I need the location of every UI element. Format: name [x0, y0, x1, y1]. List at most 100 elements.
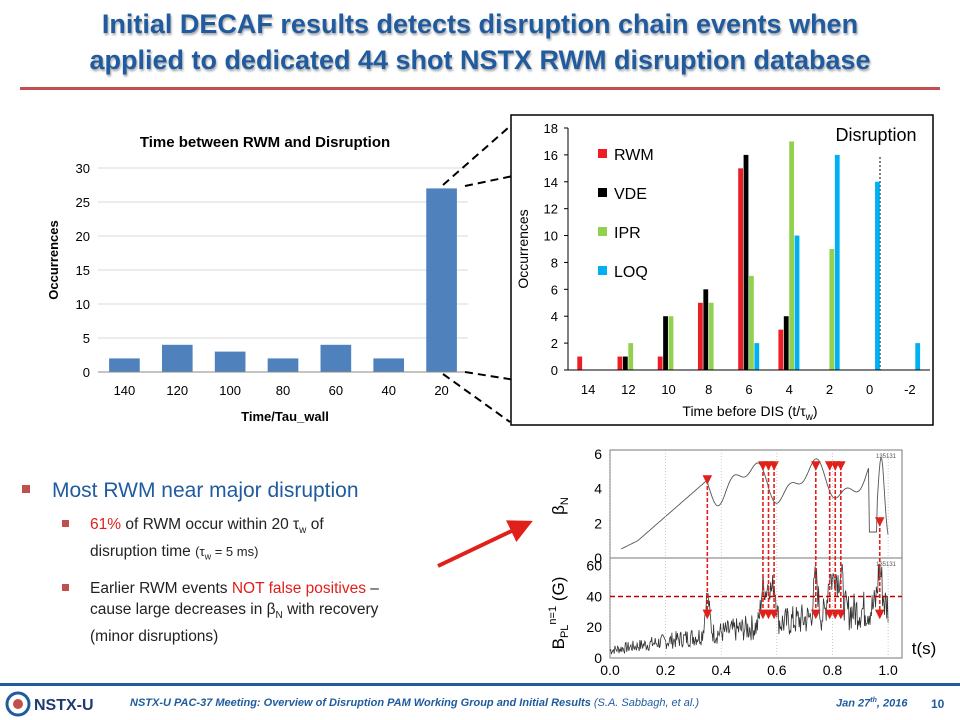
chart3-lower-y-tick: 60 [586, 558, 602, 574]
chart2-x-tick-label: -2 [904, 382, 916, 397]
chart1-bar [267, 358, 299, 372]
chart2-bar-vde [703, 289, 709, 370]
chart1-x-tick-label: 20 [434, 383, 448, 398]
chart1-x-tick-label: 120 [166, 383, 188, 398]
legend-swatch-vde [598, 188, 607, 197]
logo-text: NSTX-U [34, 697, 94, 714]
chart2-y-tick-label: 18 [544, 121, 558, 136]
chart2-title: Disruption [835, 125, 916, 145]
footer-divider [0, 683, 960, 686]
chart3-shot-label-upper: 135131 [876, 454, 897, 460]
chart2-x-tick-label: 0 [866, 382, 873, 397]
legend-label-ipr: IPR [614, 225, 641, 242]
chart3-upper-y-tick: 4 [594, 481, 602, 497]
chart2-bar-rwm [657, 356, 663, 370]
chart1-x-tick-label: 140 [114, 383, 136, 398]
chart2-bar-vde [622, 356, 628, 370]
chart1-y-tick-label: 25 [76, 195, 90, 210]
chart2-bar-vde [783, 316, 789, 370]
chart2-y-tick-label: 0 [551, 363, 558, 378]
chart1-y-tick-label: 5 [83, 331, 90, 346]
chart2-bar-rwm [738, 168, 743, 370]
chart2-x-tick-label: 4 [786, 382, 793, 397]
chart2-y-tick-label: 12 [544, 202, 558, 217]
chart1-x-tick-label: 100 [219, 383, 241, 398]
callout-arrow [437, 520, 533, 568]
slide-title-line1: Initial DECAF results detects disruption… [101, 9, 859, 39]
chart2-y-tick-label: 10 [544, 229, 558, 244]
chart1-x-tick-label: 40 [381, 383, 395, 398]
chart2-x-tick-label: 10 [661, 382, 675, 397]
chart3-x-label: t(s) [912, 639, 937, 658]
chart2-y-tick-label: 2 [551, 336, 558, 351]
chart2-x-tick-label: 2 [826, 382, 833, 397]
chart2-bar-ipr [789, 141, 795, 370]
chart1-y-tick-label: 30 [76, 161, 90, 176]
chart3-upper-frame [609, 449, 903, 559]
chart2-bar-rwm [577, 356, 583, 370]
chart2-x-tick-label: 6 [745, 382, 752, 397]
chart1-bar [320, 344, 352, 372]
chart2-x-label: Time before DIS (t/τw) [682, 403, 817, 423]
footer-text: NSTX-U PAC-37 Meeting: Overview of Disru… [130, 697, 700, 709]
chart2-bar-ipr [829, 249, 835, 370]
chart2-y-tick-label: 16 [544, 148, 558, 163]
chart3-lower-y-tick: 40 [586, 588, 602, 604]
chart2-bar-ipr [708, 302, 714, 370]
slide-title: Initial DECAF results detects disruption… [0, 6, 960, 78]
chart1-y-tick-label: 15 [76, 263, 90, 278]
chart1-x-tick-label: 80 [276, 383, 290, 398]
chart1-gridlines [98, 167, 468, 339]
chart2-x-tick-label: 14 [581, 382, 595, 397]
chart3-upper-y-tick: 2 [594, 515, 602, 531]
disruption-event-grouped-bar-chart: 0 2 4 6 8 10 12 14 16 18 14 12 10 8 6 4 2 0 -2 RWM VDE IPR L… [510, 114, 934, 426]
chart2-frame [510, 114, 934, 426]
legend-label-vde: VDE [614, 186, 647, 203]
bullet-sub-1: 61% of RWM occur within 20 τw of disrupt… [62, 514, 522, 568]
bullet-square-icon [22, 485, 30, 493]
chart1-y-tick-label: 20 [76, 229, 90, 244]
chart3-x-tick: 0.8 [823, 662, 843, 678]
chart2-y-ticks: 0 2 4 6 8 10 12 14 16 18 [544, 121, 568, 378]
chart2-bar-rwm [617, 356, 623, 370]
chart2-bar-ipr [628, 343, 634, 370]
chart2-bar-loq [875, 181, 880, 370]
chart2-bar-ipr [749, 275, 754, 370]
footer-date: Jan 27th, 2016 [836, 697, 908, 710]
legend-label-loq: LOQ [614, 264, 648, 281]
bullet-sub-2: Earlier RWM events NOT false positives –… [62, 578, 522, 647]
chart2-y-tick-label: 4 [551, 309, 558, 324]
chart2-y-tick-label: 8 [551, 255, 558, 270]
chart2-x-tick-label: 12 [621, 382, 635, 397]
chart3-lower-y-label: BPLn=1 (G) [547, 577, 571, 650]
chart3-x-tick: 0.4 [712, 662, 732, 678]
chart2-bar-loq [834, 154, 840, 370]
chart1-y-tick-label: 0 [83, 365, 90, 380]
chart2-y-tick-label: 14 [544, 175, 558, 190]
chart1-y-ticks: 0 5 10 15 20 25 30 [76, 161, 90, 380]
chart2-bar-vde [663, 316, 668, 370]
page-number: 10 [931, 697, 945, 711]
chart3-x-tick: 1.0 [878, 662, 898, 678]
callout-arrow-line [437, 520, 533, 568]
nstx-u-logo: NSTX-U [5, 691, 94, 717]
legend-label-rwm: RWM [614, 147, 654, 164]
chart2-x-tick-label: 8 [705, 382, 712, 397]
slide-title-line2: applied to dedicated 44 shot NSTX RWM di… [89, 45, 871, 75]
chart1-title: Time between RWM and Disruption [140, 134, 390, 151]
chart1-bar [373, 358, 405, 372]
chart3-shot-label-lower: 135131 [876, 562, 897, 568]
chart2-bar-vde [743, 154, 749, 370]
logo-torus-icon [5, 691, 31, 717]
title-divider [20, 87, 940, 90]
chart1-y-tick-label: 10 [76, 297, 90, 312]
chart3-lower-y-tick: 20 [586, 619, 602, 635]
event-markers [702, 461, 885, 620]
chart2-x-ticks: 14 12 10 8 6 4 2 0 -2 [581, 382, 916, 397]
bullet-square-icon [62, 583, 69, 591]
chart2-bar-rwm [697, 302, 703, 370]
chart3-x-tick: 0.2 [656, 662, 676, 678]
chart3-x-tick: 0.6 [767, 662, 787, 678]
